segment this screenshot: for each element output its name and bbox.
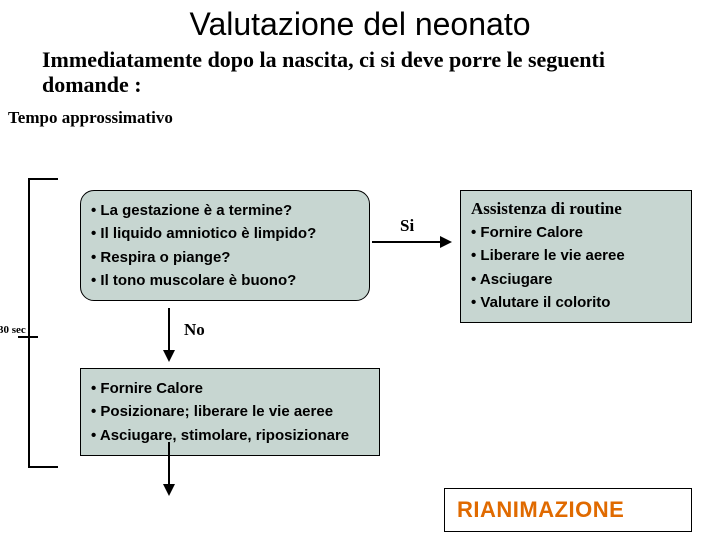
timeline-tick bbox=[28, 466, 58, 468]
label-yes: Si bbox=[400, 216, 414, 236]
list-item: Asciugare bbox=[471, 268, 681, 291]
list-item: Fornire Calore bbox=[471, 221, 681, 244]
list-item: Liberare le vie aeree bbox=[471, 244, 681, 267]
questions-box: La gestazione è a termine? Il liquido am… bbox=[80, 190, 370, 301]
page-title: Valutazione del neonato bbox=[0, 6, 720, 43]
list-item: Fornire Calore bbox=[91, 377, 369, 400]
actions-box: Fornire Calore Posizionare; liberare le … bbox=[80, 368, 380, 456]
list-item: Il liquido amniotico è limpido? bbox=[91, 222, 359, 245]
list-item: La gestazione è a termine? bbox=[91, 199, 359, 222]
arrow-yes bbox=[372, 241, 450, 243]
list-item: Respira o piange? bbox=[91, 246, 359, 269]
arrow-down-continue bbox=[168, 442, 170, 494]
questions-list: La gestazione è a termine? Il liquido am… bbox=[91, 199, 359, 292]
approx-time-label: Tempo approssimativo bbox=[8, 108, 720, 128]
routine-heading: Assistenza di routine bbox=[471, 199, 681, 219]
routine-list: Fornire Calore Liberare le vie aeree Asc… bbox=[471, 221, 681, 314]
timeline-tick bbox=[28, 178, 58, 180]
subtitle: Immediatamente dopo la nascita, ci si de… bbox=[42, 47, 682, 98]
list-item: Asciugare, stimolare, riposizionare bbox=[91, 424, 369, 447]
list-item: Valutare il colorito bbox=[471, 291, 681, 314]
routine-box: Assistenza di routine Fornire Calore Lib… bbox=[460, 190, 692, 323]
timeline-vertical bbox=[28, 178, 30, 468]
timeline-tick bbox=[18, 336, 38, 338]
timeline-label: 30 sec bbox=[0, 324, 26, 336]
list-item: Il tono muscolare è buono? bbox=[91, 269, 359, 292]
arrow-no bbox=[168, 308, 170, 360]
resuscitation-label: RIANIMAZIONE bbox=[457, 497, 624, 522]
resuscitation-box: RIANIMAZIONE bbox=[444, 488, 692, 532]
list-item: Posizionare; liberare le vie aeree bbox=[91, 400, 369, 423]
label-no: No bbox=[184, 320, 205, 340]
actions-list: Fornire Calore Posizionare; liberare le … bbox=[91, 377, 369, 447]
